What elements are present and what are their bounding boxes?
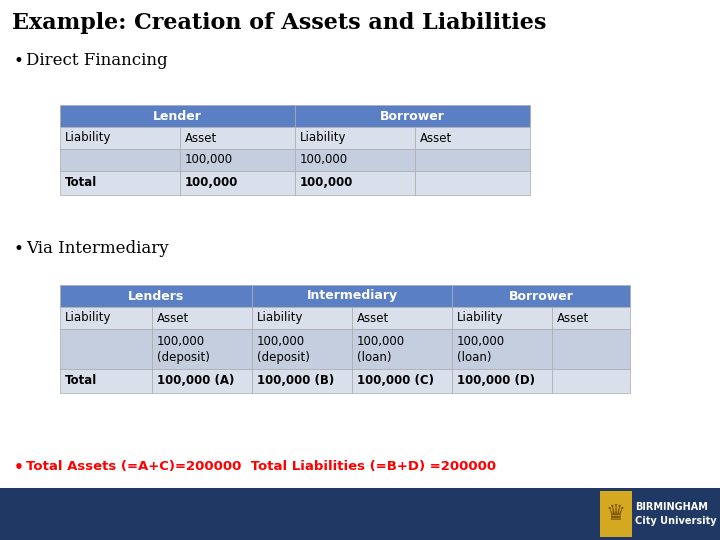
Bar xyxy=(415,149,530,171)
Bar xyxy=(452,307,552,329)
Bar xyxy=(180,127,295,149)
Text: Asset: Asset xyxy=(185,132,217,145)
Text: •: • xyxy=(14,240,24,258)
Text: Via Intermediary: Via Intermediary xyxy=(26,240,168,257)
Text: Asset: Asset xyxy=(357,312,390,325)
Bar xyxy=(352,329,452,369)
Text: 100,000: 100,000 xyxy=(185,177,238,190)
Text: Intermediary: Intermediary xyxy=(307,289,397,302)
Text: Example: Creation of Assets and Liabilities: Example: Creation of Assets and Liabilit… xyxy=(12,12,546,34)
Text: Total: Total xyxy=(65,177,97,190)
Bar xyxy=(295,105,530,127)
Text: 100,000: 100,000 xyxy=(300,177,354,190)
Text: Asset: Asset xyxy=(557,312,589,325)
Bar xyxy=(60,369,152,393)
Text: Direct Financing: Direct Financing xyxy=(26,52,168,69)
Bar xyxy=(415,127,530,149)
Text: Borrower: Borrower xyxy=(508,289,573,302)
Bar xyxy=(180,149,295,171)
Bar xyxy=(252,369,352,393)
Bar xyxy=(252,307,352,329)
Bar xyxy=(452,285,630,307)
Text: BIRMINGHAM
City University: BIRMINGHAM City University xyxy=(635,502,716,525)
Text: •: • xyxy=(14,52,24,70)
Text: Liability: Liability xyxy=(300,132,346,145)
Text: •: • xyxy=(14,460,24,475)
Bar xyxy=(60,171,180,195)
Text: 100,000: 100,000 xyxy=(185,153,233,166)
Text: Lender: Lender xyxy=(153,110,202,123)
Text: 100,000 (A): 100,000 (A) xyxy=(157,375,235,388)
Text: Liability: Liability xyxy=(65,312,112,325)
Text: 100,000 (C): 100,000 (C) xyxy=(357,375,434,388)
Bar xyxy=(552,307,630,329)
Bar xyxy=(352,369,452,393)
Bar xyxy=(152,307,252,329)
Bar xyxy=(252,329,352,369)
Text: Liability: Liability xyxy=(65,132,112,145)
Bar xyxy=(60,285,252,307)
Text: 100,000
(deposit): 100,000 (deposit) xyxy=(257,334,310,363)
Text: Asset: Asset xyxy=(420,132,452,145)
Bar xyxy=(600,491,632,537)
Bar xyxy=(295,127,415,149)
Bar xyxy=(252,285,452,307)
Bar xyxy=(60,149,180,171)
Text: Total: Total xyxy=(65,375,97,388)
Bar xyxy=(180,171,295,195)
Bar xyxy=(295,171,415,195)
Text: Lenders: Lenders xyxy=(128,289,184,302)
Bar xyxy=(352,307,452,329)
Bar xyxy=(60,127,180,149)
Bar xyxy=(552,369,630,393)
Bar xyxy=(152,329,252,369)
Bar xyxy=(60,105,295,127)
Bar xyxy=(415,171,530,195)
Text: 100,000
(loan): 100,000 (loan) xyxy=(457,334,505,363)
Text: 100,000 (D): 100,000 (D) xyxy=(457,375,535,388)
Text: ♛: ♛ xyxy=(606,504,626,524)
Bar xyxy=(452,329,552,369)
Text: 100,000
(deposit): 100,000 (deposit) xyxy=(157,334,210,363)
Bar xyxy=(295,149,415,171)
Text: Liability: Liability xyxy=(257,312,304,325)
Text: 100,000: 100,000 xyxy=(300,153,348,166)
Bar xyxy=(452,369,552,393)
Bar xyxy=(152,369,252,393)
Bar xyxy=(552,329,630,369)
Text: Total Assets (=A+C)=200000  Total Liabilities (=B+D) =200000: Total Assets (=A+C)=200000 Total Liabili… xyxy=(26,460,496,473)
Text: Liability: Liability xyxy=(457,312,503,325)
Text: 100,000 (B): 100,000 (B) xyxy=(257,375,334,388)
Bar xyxy=(60,329,152,369)
Text: Borrower: Borrower xyxy=(380,110,445,123)
Text: Asset: Asset xyxy=(157,312,189,325)
Bar xyxy=(60,307,152,329)
Text: 100,000
(loan): 100,000 (loan) xyxy=(357,334,405,363)
Bar xyxy=(0,488,720,540)
